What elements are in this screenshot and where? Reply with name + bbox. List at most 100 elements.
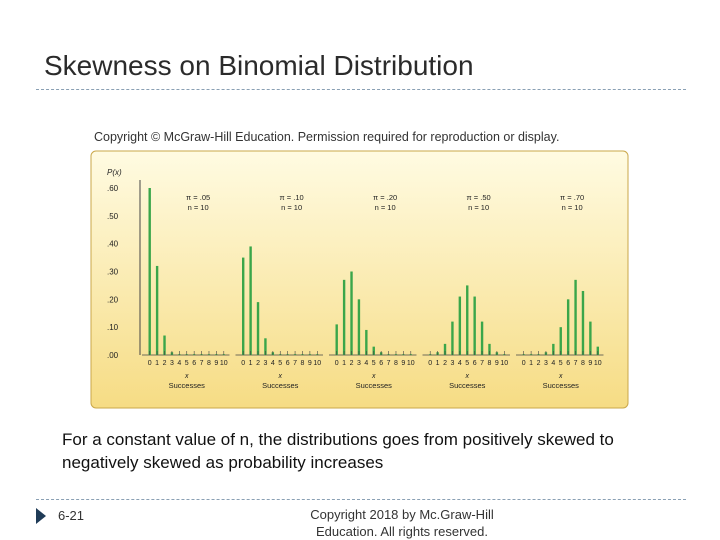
x-tick-label: 6 [473,360,477,367]
bullet-arrow-icon [36,508,46,524]
bar [372,346,375,355]
x-tick-label: 7 [200,360,204,367]
panel-n-label: n = 10 [188,203,209,212]
bar [163,335,166,355]
x-tick-label: 9 [588,360,592,367]
x-tick-label: 1 [436,360,440,367]
x-tick-label: 3 [450,360,454,367]
panel-n-label: n = 10 [562,203,583,212]
x-tick-label: 10 [313,360,321,367]
bar [451,321,454,355]
x-tick-label: 7 [480,360,484,367]
x-tick-label: 3 [544,360,548,367]
x-axis-label: x [184,373,189,380]
bar [458,296,462,355]
x-tick-label: 10 [594,360,602,367]
panel-pi-label: π = .05 [186,193,210,202]
x-tick-label: 5 [372,360,376,367]
slide-title: Skewness on Binomial Distribution [44,50,474,81]
bar [596,346,599,355]
x-axis-label-successes: Successes [356,381,393,390]
y-tick-label: .10 [107,323,119,332]
panel-pi-label: π = .20 [373,193,397,202]
x-tick-label: 4 [364,360,368,367]
bar [264,338,267,355]
x-tick-label: 8 [301,360,305,367]
x-tick-label: 5 [465,360,469,367]
x-tick-label: 7 [293,360,297,367]
bar [552,343,555,355]
bar [242,257,245,355]
y-tick-label: .40 [107,240,119,249]
x-axis-label-successes: Successes [169,381,206,390]
panel-n-label: n = 10 [375,203,396,212]
x-tick-label: 2 [443,360,447,367]
x-tick-label: 2 [256,360,260,367]
chart-panel [90,150,629,409]
x-axis-label-successes: Successes [262,381,299,390]
bar [155,265,159,355]
bar [256,302,260,355]
x-tick-label: 8 [207,360,211,367]
y-axis-label: P(x) [107,168,122,177]
x-tick-label: 2 [163,360,167,367]
x-tick-label: 5 [278,360,282,367]
x-tick-label: 0 [522,360,526,367]
x-axis-label-successes: Successes [449,381,486,390]
binomial-chart: P(x).00.10.20.30.40.50.60π = .05n = 100 1… [90,150,629,409]
x-tick-label: 9 [495,360,499,367]
x-tick-label: 0 [148,360,152,367]
x-tick-label: 2 [537,360,541,367]
slide-number: 6-21 [58,508,85,523]
y-tick-label: .30 [107,268,119,277]
footer-copyright: Copyright 2018 by Mc.Graw-Hill Education… [310,507,494,539]
x-tick-label: 4 [177,360,181,367]
bar [350,271,353,355]
panel-n-label: n = 10 [468,203,489,212]
x-tick-label: 4 [551,360,555,367]
x-tick-label: 3 [263,360,267,367]
title-divider [36,89,686,90]
bar [249,246,252,355]
x-tick-label: 5 [185,360,189,367]
y-tick-label: .00 [107,351,119,360]
x-tick-label: 5 [559,360,563,367]
x-tick-label: 0 [241,360,245,367]
caption-text: For a constant value of n, the distribut… [62,430,614,472]
x-tick-label: 6 [286,360,290,367]
x-tick-label: 4 [271,360,275,367]
x-tick-label: 6 [379,360,383,367]
x-tick-label: 10 [407,360,415,367]
x-axis-label: x [558,373,563,380]
x-tick-label: 9 [308,360,312,367]
bar [488,343,491,355]
x-tick-label: 8 [394,360,398,367]
panel-pi-label: π = .70 [560,193,584,202]
x-tick-label: 1 [342,360,346,367]
bar [357,299,361,355]
x-tick-label: 8 [488,360,492,367]
bar [443,343,447,355]
x-tick-label: 1 [529,360,533,367]
bar [148,188,151,355]
x-tick-label: 0 [335,360,339,367]
y-tick-label: .20 [107,295,119,304]
x-tick-label: 6 [566,360,570,367]
bar [574,279,577,355]
bar [335,324,338,355]
bar [566,299,570,355]
x-tick-label: 10 [500,360,508,367]
bar [589,321,592,355]
panel-n-label: n = 10 [281,203,302,212]
x-tick-label: 10 [220,360,228,367]
x-axis-label: x [465,373,470,380]
x-axis-label-successes: Successes [543,381,580,390]
bar [365,329,368,355]
x-tick-label: 3 [170,360,174,367]
figure-copyright: Copyright © McGraw-Hill Education. Permi… [94,130,560,144]
bar [480,321,484,355]
y-tick-label: .60 [107,184,119,193]
x-tick-label: 4 [458,360,462,367]
bar [473,296,476,355]
x-tick-label: 1 [249,360,253,367]
